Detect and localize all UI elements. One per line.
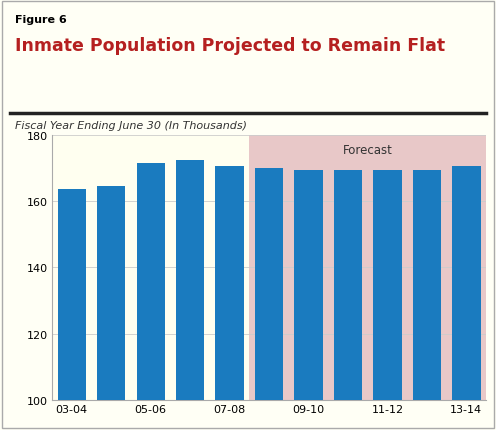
Text: Forecast: Forecast	[343, 144, 393, 157]
Bar	[97, 187, 125, 400]
Text: Figure 6: Figure 6	[15, 15, 66, 25]
Bar	[249, 135, 486, 400]
Bar	[136, 163, 165, 400]
Bar	[294, 170, 323, 400]
Text: Inmate Population Projected to Remain Flat: Inmate Population Projected to Remain Fl…	[15, 37, 445, 55]
Bar	[413, 170, 441, 400]
Bar	[373, 170, 402, 400]
Bar	[255, 169, 283, 400]
Bar	[176, 160, 204, 400]
Bar	[452, 167, 481, 400]
Text: Fiscal Year Ending June 30 (In Thousands): Fiscal Year Ending June 30 (In Thousands…	[15, 120, 247, 130]
Bar	[58, 190, 86, 400]
Bar	[334, 170, 362, 400]
Bar	[215, 167, 244, 400]
